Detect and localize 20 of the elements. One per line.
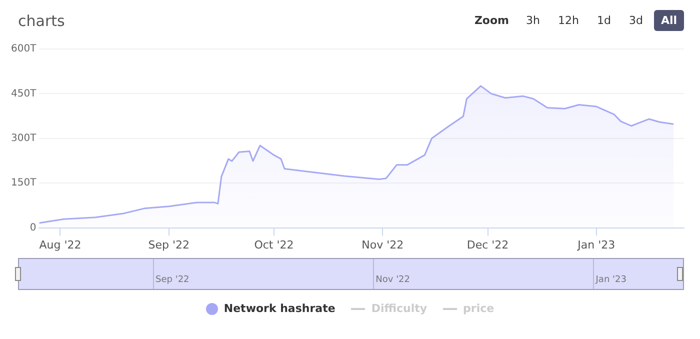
navigator-slider: Sep '22 Nov '22 Jan '23: [18, 258, 684, 290]
y-tick-label: 450T: [10, 88, 38, 100]
text: All: [654, 10, 684, 31]
y-tick-label: 150T: [10, 178, 38, 189]
x-tick-label: Dec '22: [466, 238, 509, 252]
text: 1d: [596, 13, 612, 29]
y-tick-label: 300T: [10, 132, 38, 144]
text: 12h: [557, 13, 580, 29]
x-tick-label: Jan '23: [576, 238, 616, 252]
x-tick-label: Sep '22: [148, 238, 190, 252]
y-tick-label: 600T: [10, 44, 38, 55]
legend-label: Network hashrate: [224, 302, 336, 315]
y-tick-label: 0: [30, 222, 36, 234]
x-tick-label: Aug '22: [39, 238, 82, 252]
x-tick-label: Oct '22: [254, 238, 294, 252]
chart-title: charts: [18, 12, 65, 30]
text: 3h: [525, 13, 541, 29]
text: Zoom: [473, 13, 510, 29]
x-tick-label: Nov '22: [362, 238, 404, 252]
text: 3d: [628, 13, 644, 29]
